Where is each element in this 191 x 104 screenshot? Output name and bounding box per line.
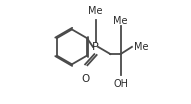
- Text: OH: OH: [113, 79, 128, 89]
- Text: P: P: [92, 42, 99, 52]
- Text: Me: Me: [134, 42, 148, 52]
- Text: Me: Me: [88, 6, 103, 16]
- Text: Me: Me: [113, 16, 128, 26]
- Text: O: O: [81, 74, 89, 84]
